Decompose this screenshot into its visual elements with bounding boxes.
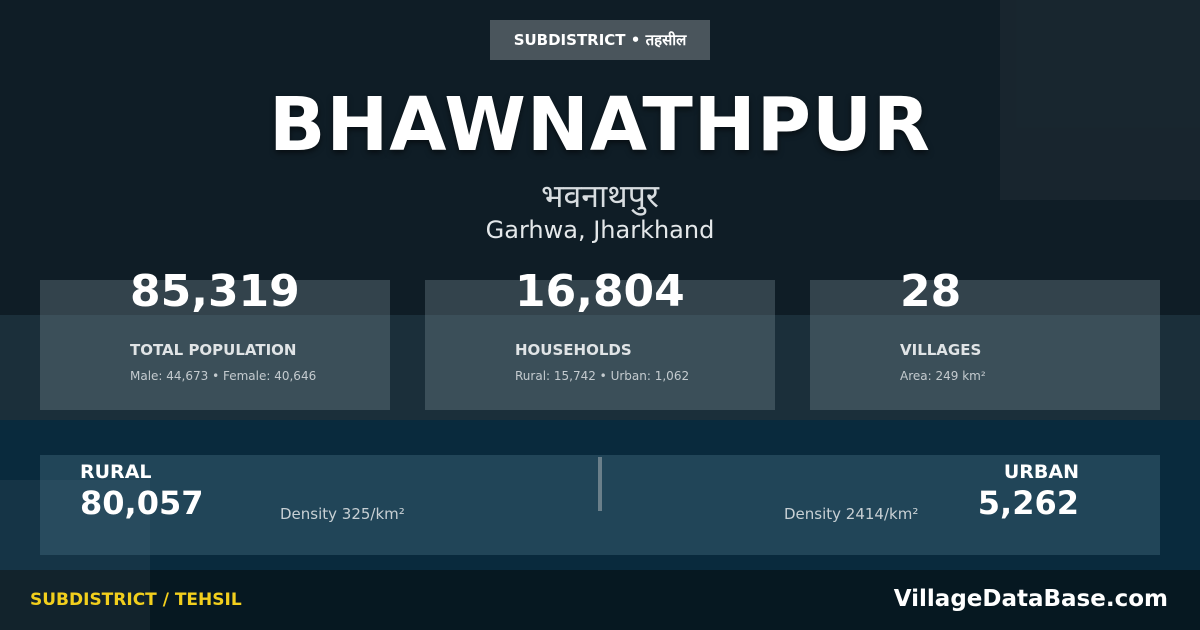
stat-label: VILLAGES — [900, 341, 982, 359]
rural-value: 80,057 — [80, 484, 204, 522]
rural-density: Density 325/km² — [280, 505, 405, 523]
stat-value: 16,804 — [515, 266, 685, 317]
stat-value: 28 — [900, 266, 962, 317]
rural-label: RURAL — [80, 461, 152, 483]
stat-card-households: 16,804 HOUSEHOLDS Rural: 15,742 • Urban:… — [425, 266, 775, 410]
site-link[interactable]: VillageDataBase.com — [893, 586, 1168, 612]
decor-square — [1000, 0, 1200, 200]
stat-value: 85,319 — [130, 266, 300, 317]
stat-detail: Male: 44,673 • Female: 40,646 — [130, 369, 317, 383]
title-hindi: भवनाथपुर — [540, 177, 660, 215]
stat-card-population: 85,319 TOTAL POPULATION Male: 44,673 • F… — [40, 266, 390, 410]
footer-category: SUBDISTRICT / TEHSIL — [30, 590, 242, 610]
stat-detail: Area: 249 km² — [900, 369, 986, 383]
urban-value: 5,262 — [977, 484, 1079, 522]
urban-density: Density 2414/km² — [784, 505, 919, 523]
background-band — [0, 315, 1200, 420]
urban-label: URBAN — [1003, 461, 1079, 483]
type-badge: SUBDISTRICT • तहसील — [490, 20, 710, 60]
stat-label: TOTAL POPULATION — [130, 341, 297, 359]
divider — [598, 457, 602, 511]
footer-bar — [0, 570, 1200, 630]
stat-label: HOUSEHOLDS — [515, 341, 632, 359]
decor-square — [0, 480, 150, 630]
stat-card-villages: 28 VILLAGES Area: 249 km² — [810, 266, 1160, 410]
location: Garhwa, Jharkhand — [485, 216, 715, 244]
stat-detail: Rural: 15,742 • Urban: 1,062 — [515, 369, 690, 383]
page-title: BHAWNATHPUR — [268, 82, 932, 168]
